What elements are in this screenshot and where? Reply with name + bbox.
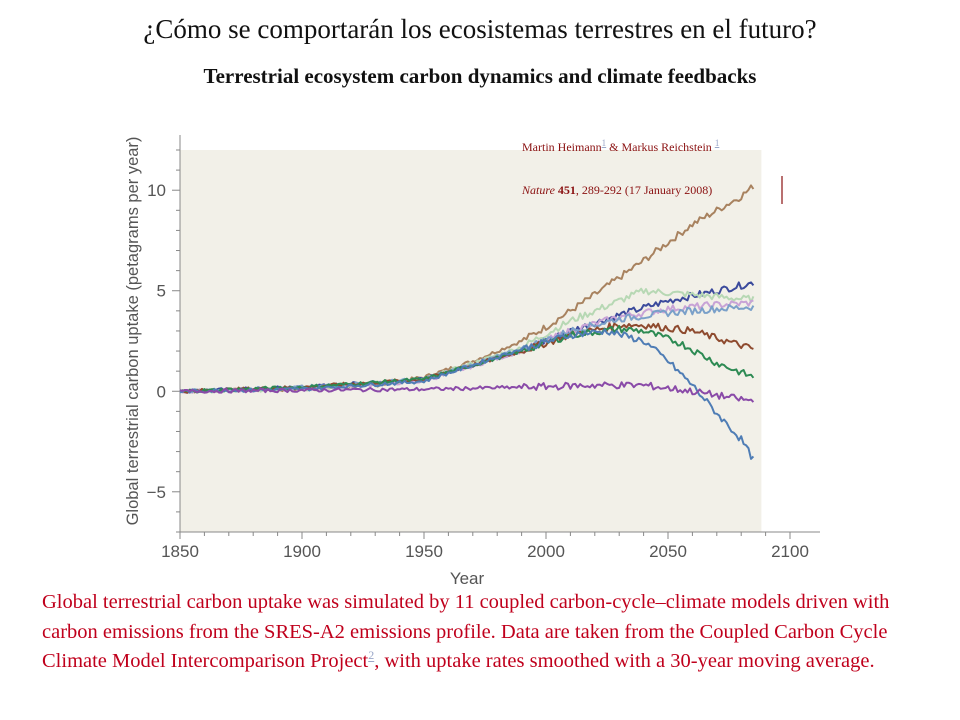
slide-title: ¿Cómo se comportarán los ecosistemas ter… (143, 14, 817, 44)
x-tick-label: 1850 (161, 542, 199, 561)
y-tick-label: −5 (147, 483, 166, 502)
y-tick-label: 10 (147, 181, 166, 200)
author-ref-link[interactable]: 1 (601, 138, 607, 148)
author-heimann: Martin Heimann (522, 140, 602, 154)
y-tick-label: 5 (157, 282, 166, 301)
slide-subtitle: Terrestrial ecosystem carbon dynamics an… (203, 64, 757, 88)
caption-text-end: , with uptake rates smoothed with a 30-y… (374, 650, 875, 673)
journal-volume: 451 (557, 183, 576, 197)
series-line-9 (179, 381, 755, 403)
x-tick-label: 1950 (405, 542, 443, 561)
x-tick-label: 2050 (649, 542, 687, 561)
series-line-8 (179, 328, 755, 460)
y-axis-label: Global terrestrial carbon uptake (petagr… (124, 137, 142, 526)
x-tick-label: 1900 (283, 542, 321, 561)
citation: Martin Heimann1 & Markus Reichstein 1 Na… (522, 138, 787, 198)
figure-caption: Global terrestrial carbon uptake was sim… (42, 588, 942, 677)
x-tick-label: 2000 (527, 542, 565, 561)
carbon-uptake-chart: −5 0 5 10 1850 1900 1950 2000 2050 2100 Year Global… (124, 135, 820, 585)
author-ref-link[interactable]: 1 (714, 138, 720, 148)
plot-background (180, 150, 762, 532)
citation-authors: Martin Heimann1 & Markus Reichstein 1 (522, 138, 787, 155)
y-tick-label: 0 (157, 382, 166, 401)
author-reichstein: & Markus Reichstein (606, 140, 715, 154)
citation-journal: Nature 451, 289-292 (17 January 2008) (522, 183, 787, 198)
caption-ref-link[interactable]: 2 (368, 648, 375, 663)
journal-name: Nature (522, 183, 555, 197)
caption-text: Global terrestrial carbon uptake was sim… (42, 591, 890, 673)
x-tick-label: 2100 (771, 542, 809, 561)
x-axis-label: Year (450, 569, 485, 585)
journal-details: , 289-292 (17 January 2008) (575, 183, 713, 197)
